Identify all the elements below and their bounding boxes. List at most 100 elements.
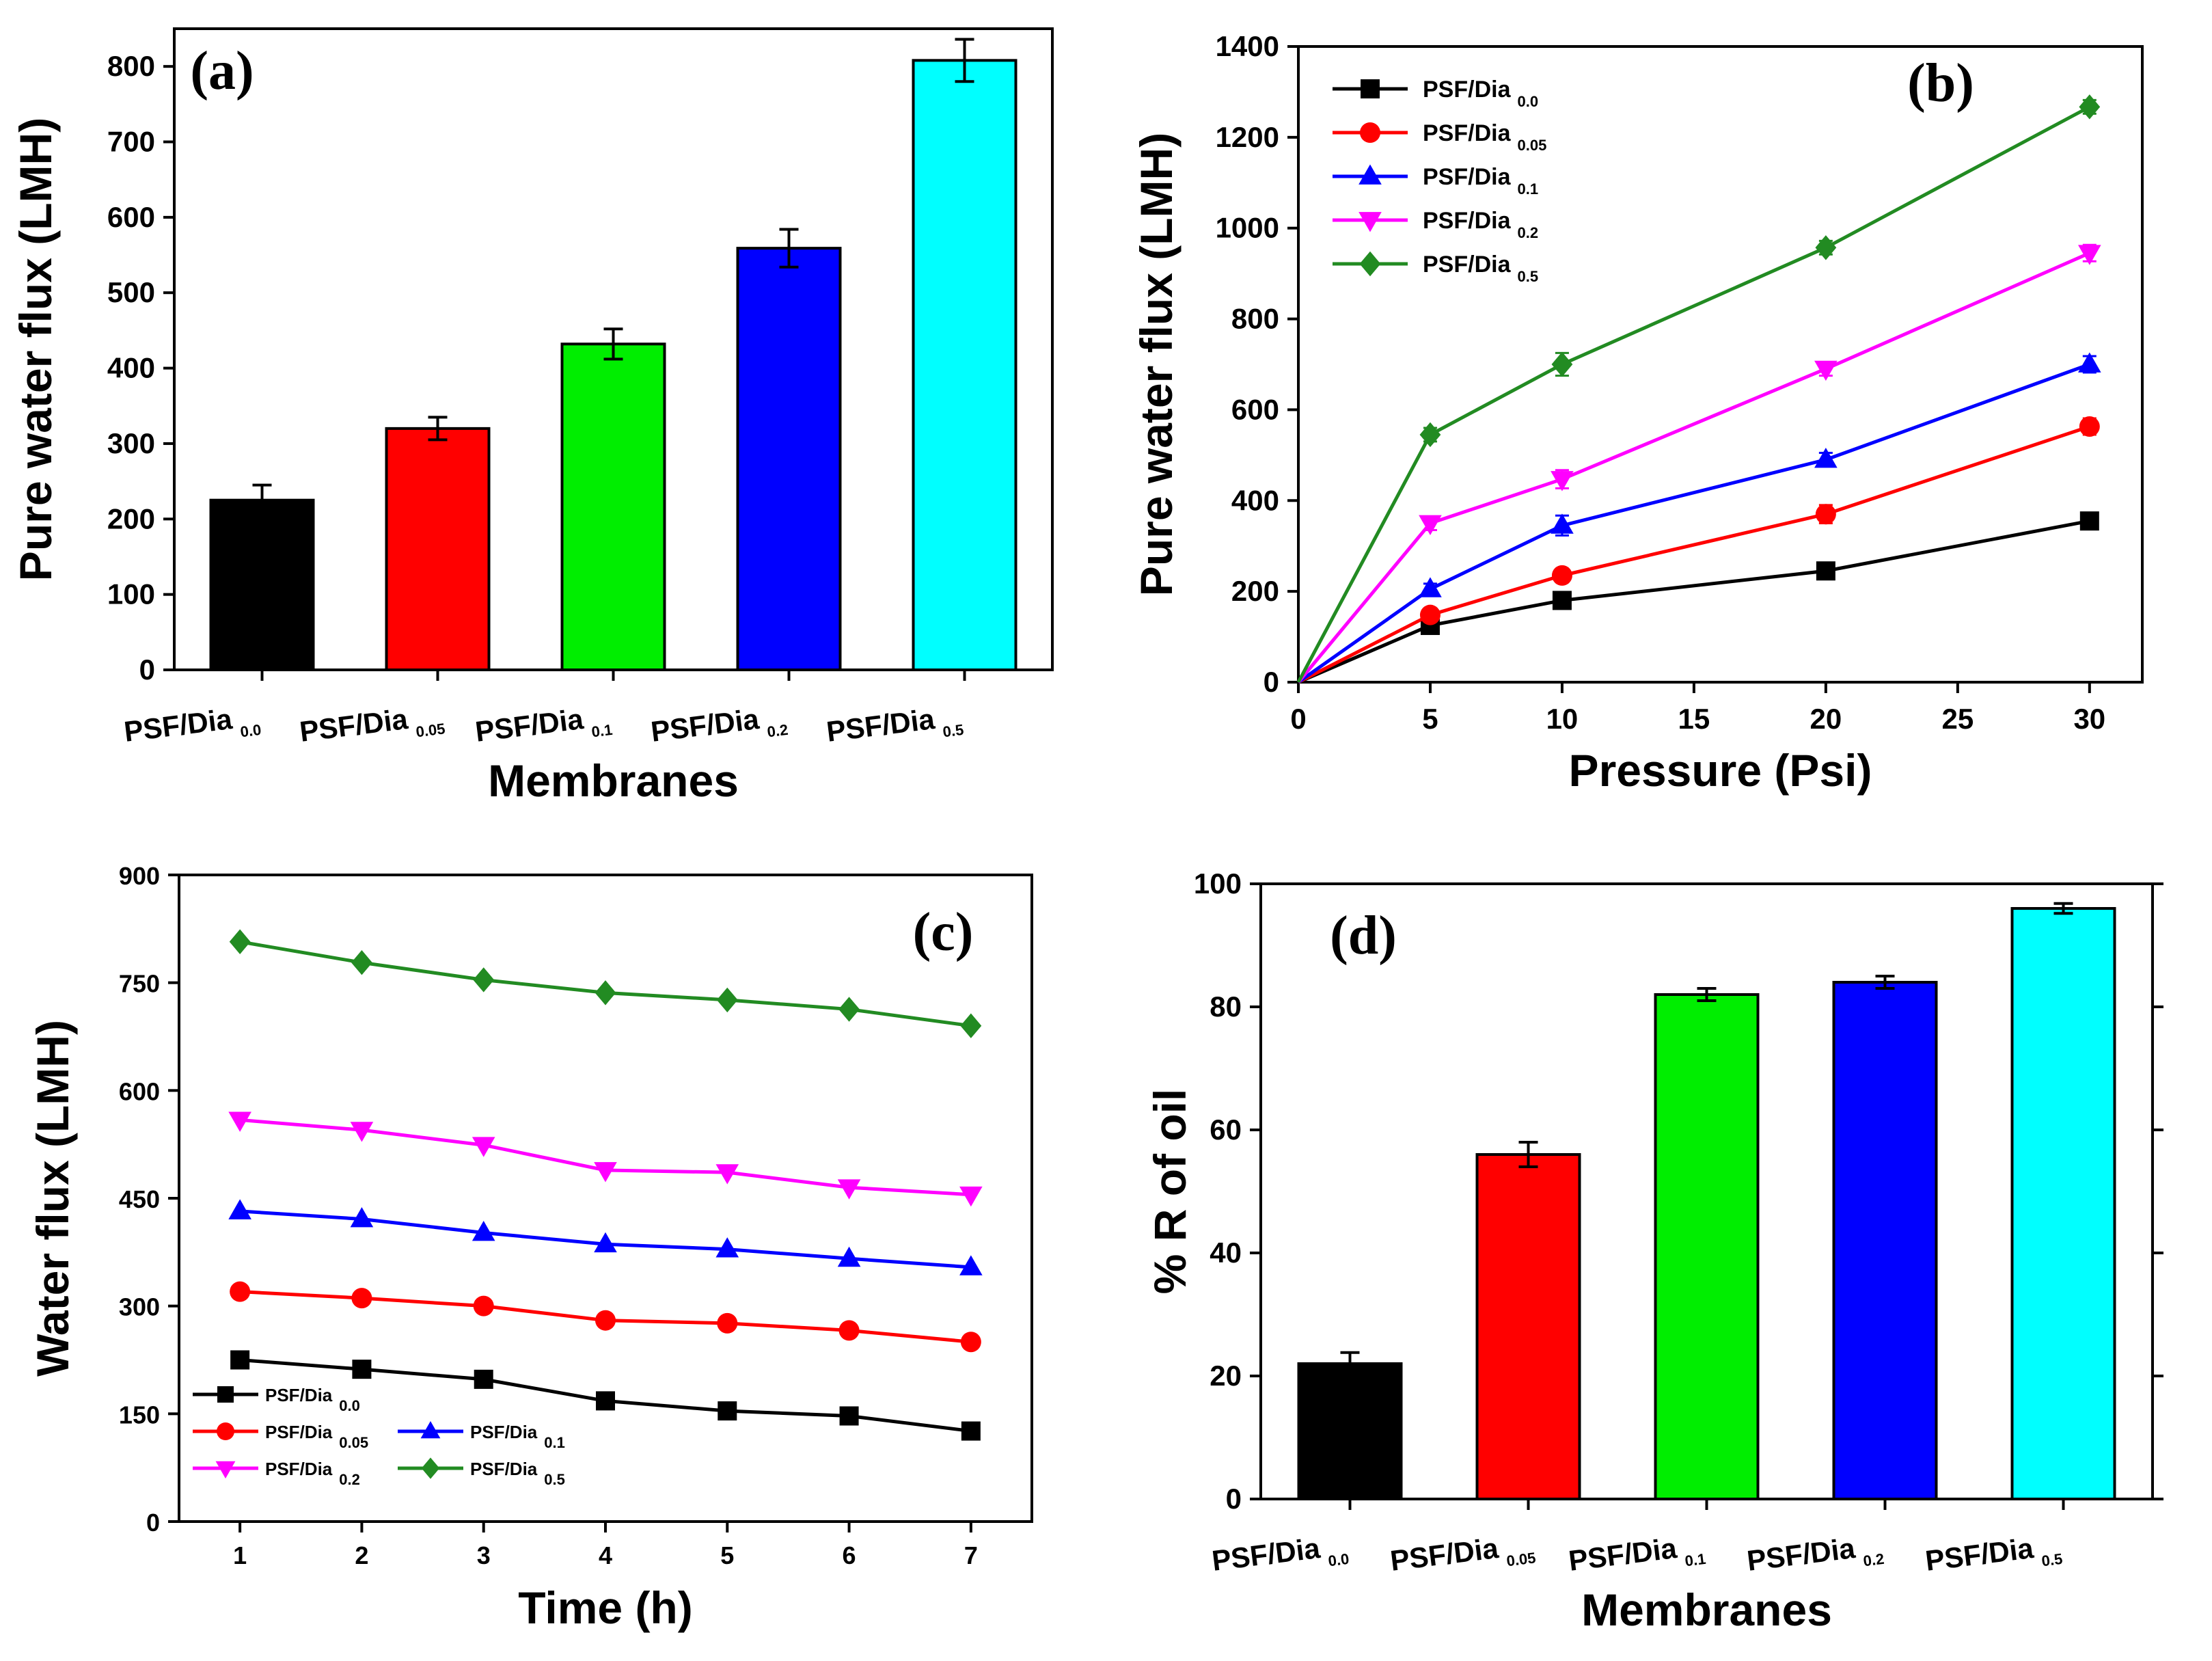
legend-entry-b-1: PSF/Dia 0.05 — [1423, 120, 1546, 154]
data-point-c-0-6 — [961, 1421, 981, 1441]
legend-marker-4 — [421, 1457, 440, 1479]
data-point-c-1-5 — [838, 1320, 860, 1341]
data-point-c-3-0 — [228, 1111, 251, 1132]
legend-entry-b-3-text: PSF/Dia 0.2 — [1423, 208, 1538, 241]
data-point-c-0-5 — [839, 1406, 859, 1426]
legend-marker-3 — [215, 1461, 236, 1478]
x-tick-label-c: 3 — [477, 1541, 491, 1569]
panel-label-d: (d) — [1330, 906, 1397, 966]
x-tick-label-c: 5 — [720, 1541, 734, 1569]
legend-marker-1 — [217, 1422, 234, 1440]
legend-entry-b-2-sub: 0.1 — [1517, 180, 1538, 198]
legend-entry-c-2: PSF/Dia 0.1 — [470, 1422, 565, 1451]
y-tick-label-d: 100 — [1194, 867, 1242, 900]
data-point-c-1-1 — [351, 1288, 372, 1309]
data-point-b-1-2 — [1551, 565, 1572, 586]
y-tick-label-c: 600 — [119, 1077, 160, 1105]
y-tick-label-c: 450 — [119, 1185, 160, 1213]
legend-entry-b-2-main: PSF/Dia — [1423, 164, 1512, 190]
x-tick-label-b: 10 — [1546, 703, 1579, 735]
data-point-c-3-3 — [594, 1162, 617, 1183]
x-tick-label-a-0-sub: 0.0 — [239, 721, 262, 741]
y-tick-label-b: 1400 — [1216, 30, 1279, 62]
data-point-c-4-0 — [229, 929, 251, 954]
legend-entry-c-0-main: PSF/Dia — [265, 1385, 333, 1405]
x-tick-label-d-4-sub: 0.5 — [2040, 1550, 2063, 1570]
data-point-c-0-0 — [230, 1350, 250, 1370]
legend-entry-c-1-text: PSF/Dia 0.05 — [265, 1422, 368, 1451]
data-point-c-1-4 — [717, 1312, 738, 1334]
data-point-b-1-1 — [1419, 604, 1440, 625]
legend-marker-0 — [217, 1386, 234, 1403]
y-axis-title-c: Water flux (LMH) — [27, 1020, 78, 1377]
data-point-c-4-5 — [838, 997, 860, 1022]
data-point-c-2-5 — [837, 1246, 861, 1267]
legend-entry-b-3-sub: 0.2 — [1517, 224, 1538, 241]
bar-a-3 — [736, 247, 842, 671]
data-point-c-2-3 — [594, 1232, 617, 1253]
y-tick-label-a: 100 — [107, 578, 155, 610]
x-tick-label-c: 6 — [843, 1541, 856, 1569]
legend-entry-c-2-main: PSF/Dia — [470, 1422, 538, 1442]
x-tick-label-a-3-sub: 0.2 — [766, 721, 789, 741]
y-tick-label-b: 200 — [1231, 575, 1279, 607]
y-tick-label-a: 700 — [107, 126, 155, 158]
data-point-c-1-2 — [473, 1295, 494, 1316]
x-tick-label-c: 2 — [355, 1541, 368, 1569]
legend-marker-4 — [1359, 251, 1381, 277]
data-point-b-3-1 — [1419, 515, 1442, 535]
x-tick-label-d-1-sub: 0.05 — [1505, 1549, 1537, 1569]
data-point-c-3-2 — [472, 1137, 495, 1157]
data-point-c-4-3 — [595, 980, 616, 1005]
x-tick-label-d-0-sub: 0.0 — [1327, 1550, 1350, 1570]
legend-entry-b-3: PSF/Dia 0.2 — [1423, 208, 1538, 241]
data-point-c-4-4 — [716, 987, 738, 1013]
legend-entry-c-4-text: PSF/Dia 0.5 — [470, 1459, 565, 1488]
legend-entry-b-2: PSF/Dia 0.1 — [1423, 164, 1538, 198]
legend-entry-b-0-sub: 0.0 — [1517, 93, 1538, 110]
data-point-c-2-0 — [228, 1199, 251, 1219]
data-point-b-3-3 — [1814, 360, 1838, 381]
bar-d-3 — [1832, 981, 1938, 1500]
data-point-c-1-3 — [595, 1310, 616, 1331]
y-tick-label-d: 60 — [1210, 1113, 1242, 1146]
x-tick-label-b: 15 — [1678, 703, 1710, 735]
plot-frame-b — [1297, 45, 2144, 684]
y-tick-label-c: 150 — [119, 1401, 160, 1429]
legend-entry-b-4-text: PSF/Dia 0.5 — [1423, 252, 1538, 285]
legend-marker-2 — [1358, 164, 1382, 185]
panel-label-a: (a) — [190, 41, 254, 101]
legend-entry-b-1-text: PSF/Dia 0.05 — [1423, 120, 1546, 154]
data-point-b-4-2 — [1551, 351, 1573, 377]
y-tick-label-d: 20 — [1210, 1360, 1242, 1392]
y-tick-label-b: 600 — [1231, 393, 1279, 425]
y-tick-label-c: 900 — [119, 862, 160, 890]
legend-entry-b-4-main: PSF/Dia — [1423, 252, 1512, 278]
data-point-b-1-3 — [1815, 504, 1836, 525]
y-tick-label-a: 200 — [107, 502, 155, 535]
x-tick-label-b: 20 — [1810, 703, 1842, 735]
legend-entry-b-1-main: PSF/Dia — [1423, 120, 1512, 146]
data-point-c-4-2 — [473, 967, 495, 992]
legend-marker-3 — [1358, 212, 1382, 232]
data-point-c-2-1 — [350, 1206, 374, 1228]
data-point-b-2-2 — [1551, 513, 1574, 534]
data-point-b-4-1 — [1419, 422, 1441, 448]
data-point-c-3-6 — [959, 1186, 983, 1207]
bar-d-4 — [2010, 907, 2116, 1500]
y-tick-label-a: 0 — [139, 653, 155, 686]
legend-entry-c-1-main: PSF/Dia — [265, 1422, 333, 1442]
legend-entry-c-0-text: PSF/Dia 0.0 — [265, 1385, 360, 1414]
legend-entry-c-1-sub: 0.05 — [339, 1434, 368, 1451]
panel-b-chart: 0 200 400 600 800 1000 1200 1400 0 5 10 15 20 25 30 PSF… — [1131, 30, 2144, 796]
x-tick-label-b: 30 — [2073, 703, 2105, 735]
data-point-c-0-3 — [596, 1391, 615, 1411]
bar-a-1 — [385, 427, 491, 672]
data-point-b-1-4 — [2079, 416, 2100, 437]
y-tick-label-a: 400 — [107, 352, 155, 384]
legend-entry-c-0: PSF/Dia 0.0 — [265, 1385, 360, 1414]
y-tick-label-b: 1200 — [1216, 121, 1279, 153]
data-point-c-3-1 — [350, 1122, 374, 1142]
